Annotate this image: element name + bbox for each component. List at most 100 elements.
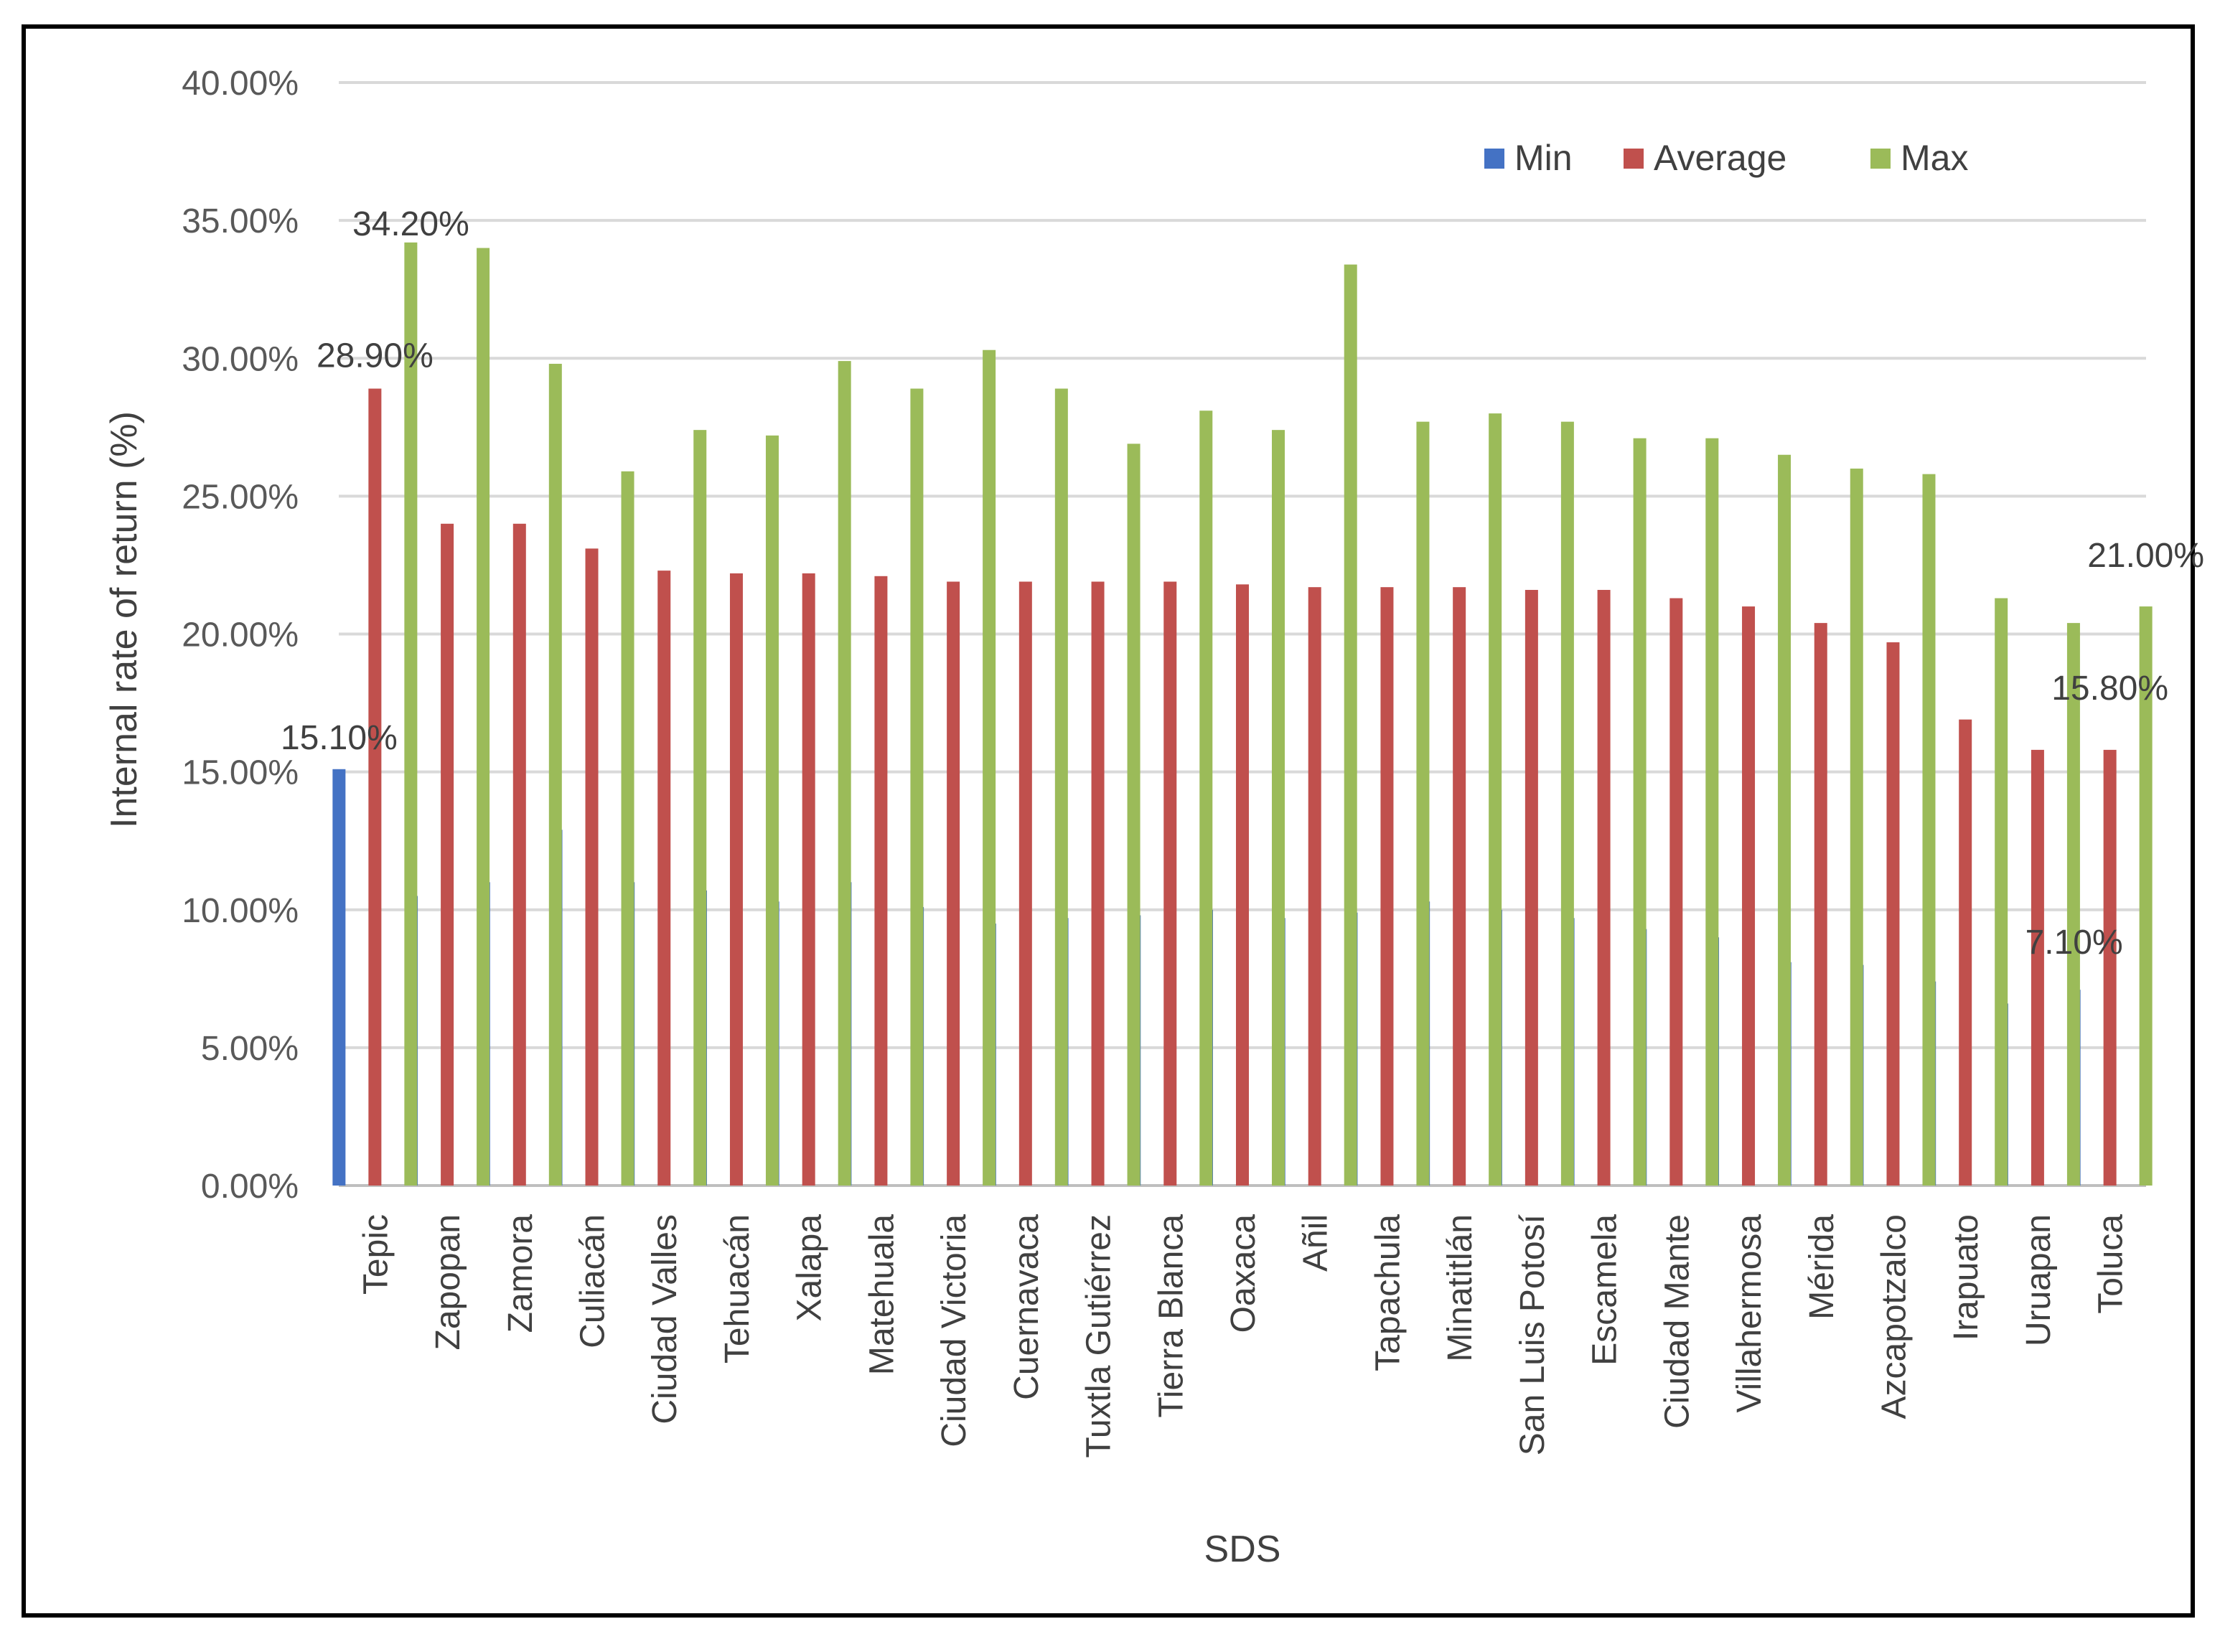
x-tick-label: Escamela [1586, 1214, 1624, 1366]
data-label-average: 15.80% [2051, 670, 2168, 708]
x-tick-label: Villahermosa [1730, 1214, 1769, 1413]
data-label-max: 34.20% [352, 205, 469, 243]
bar-max-23 [2066, 623, 2080, 1186]
x-tick-label: Toluca [2092, 1214, 2130, 1314]
x-tick-label: Ciudad Victoria [935, 1214, 973, 1447]
bar-average-3 [585, 548, 599, 1186]
bar-average-23 [2031, 749, 2044, 1186]
bar-max-5 [765, 435, 779, 1186]
bar-max-22 [1995, 598, 2008, 1186]
bar-average-20 [1814, 623, 1827, 1186]
bars [332, 242, 2153, 1186]
bar-max-10 [1127, 443, 1141, 1186]
x-tick-label: Zapopan [429, 1214, 467, 1351]
x-tick-label: San Luis Potosí [1514, 1214, 1552, 1455]
bar-min-0 [332, 769, 346, 1186]
x-axis-ticks: Tepic Zapopan Zamora Culiacán Ciudad Valles T… [357, 1214, 2130, 1458]
bar-average-9 [1018, 581, 1032, 1186]
x-tick-label: Añil [1297, 1214, 1335, 1272]
data-label-max: 21.00% [2087, 537, 2204, 575]
x-tick-label: Tierra Blanca [1152, 1214, 1190, 1418]
bar-average-15 [1453, 587, 1466, 1186]
bar-max-6 [838, 361, 851, 1186]
bar-max-11 [1199, 410, 1213, 1186]
bar-average-24 [2103, 749, 2117, 1186]
bar-average-21 [1886, 642, 1900, 1186]
data-label-min: 7.10% [2025, 924, 2123, 962]
bar-max-0 [404, 242, 418, 1186]
x-tick-label: Azcapotzalco [1875, 1214, 1913, 1419]
bar-max-7 [910, 388, 924, 1186]
data-labels: 34.20% 28.90% 15.10% 21.00% 15.80% 7.10% [281, 205, 2204, 962]
bar-average-11 [1163, 581, 1177, 1186]
x-tick-label: Tepic [357, 1214, 395, 1295]
bar-average-0 [368, 388, 382, 1186]
bar-max-20 [1850, 468, 1863, 1186]
bar-average-8 [947, 581, 960, 1186]
x-tick-label: Zamora [502, 1214, 540, 1333]
legend-swatch-average [1624, 149, 1644, 169]
legend-label-min: Min [1514, 138, 1573, 178]
bar-max-17 [1633, 438, 1647, 1186]
y-tick-label: 20.00% [182, 616, 299, 654]
bar-max-14 [1416, 421, 1430, 1186]
legend-label-average: Average [1654, 138, 1786, 178]
y-tick-label: 30.00% [182, 340, 299, 378]
bar-max-2 [548, 363, 562, 1186]
bar-average-12 [1236, 584, 1249, 1186]
bar-average-1 [441, 523, 454, 1186]
bar-average-18 [1669, 598, 1683, 1186]
bar-average-17 [1597, 590, 1611, 1186]
bar-average-2 [512, 523, 526, 1186]
bar-average-16 [1525, 590, 1538, 1186]
data-label-average: 28.90% [317, 337, 434, 375]
x-tick-label: Ciudad Valles [646, 1214, 684, 1425]
y-tick-label: 0.00% [201, 1168, 299, 1206]
bar-average-14 [1380, 587, 1394, 1186]
bar-average-4 [657, 571, 671, 1186]
chart-frame [22, 24, 2195, 1618]
bar-average-5 [729, 573, 743, 1186]
x-tick-label: Mérida [1803, 1214, 1841, 1320]
y-tick-label: 5.00% [201, 1030, 299, 1068]
legend: Min Average Max [1484, 138, 1968, 178]
bar-max-4 [693, 430, 707, 1186]
y-tick-label: 40.00% [182, 65, 299, 103]
bar-max-3 [621, 471, 634, 1186]
x-tick-label: Tehuacán [718, 1214, 757, 1364]
bar-average-13 [1308, 587, 1321, 1186]
x-tick-label: Ciudad Mante [1658, 1214, 1696, 1429]
gridlines [339, 81, 2146, 1187]
y-tick-label: 25.00% [182, 478, 299, 516]
legend-swatch-max [1870, 149, 1891, 169]
legend-swatch-min [1484, 149, 1504, 169]
bar-average-19 [1742, 606, 1756, 1186]
y-tick-label: 15.00% [182, 754, 299, 792]
x-tick-label: Culiacán [574, 1214, 612, 1348]
bar-average-7 [874, 576, 888, 1186]
bar-max-9 [1054, 388, 1068, 1186]
bar-max-12 [1272, 430, 1285, 1186]
bar-max-18 [1705, 438, 1719, 1186]
bar-average-10 [1091, 581, 1105, 1186]
bar-average-6 [802, 573, 815, 1186]
legend-label-max: Max [1901, 138, 1968, 178]
bar-max-24 [2139, 606, 2153, 1186]
x-tick-label: Irapuato [1947, 1214, 1985, 1341]
data-label-min: 15.10% [281, 719, 398, 757]
bar-max-19 [1778, 454, 1792, 1186]
x-tick-label: Oaxaca [1224, 1214, 1263, 1333]
bar-max-8 [983, 349, 996, 1186]
bar-max-21 [1922, 474, 1936, 1186]
x-tick-label: Xalapa [791, 1214, 829, 1322]
x-tick-label: Matehuala [863, 1214, 901, 1375]
x-tick-label: Tuxtla Gutiérrez [1080, 1214, 1118, 1458]
x-tick-label: Cuernavaca [1008, 1214, 1046, 1400]
x-tick-label: Minatitlán [1441, 1214, 1479, 1361]
bar-max-16 [1560, 421, 1574, 1186]
x-axis-label: SDS [1204, 1529, 1281, 1570]
x-tick-label: Tapachula [1369, 1214, 1407, 1371]
y-axis-ticks: 0.00% 5.00% 10.00% 15.00% 20.00% 25.00% 30.00%… [182, 65, 299, 1206]
x-tick-label: Uruapan [2020, 1214, 2058, 1346]
